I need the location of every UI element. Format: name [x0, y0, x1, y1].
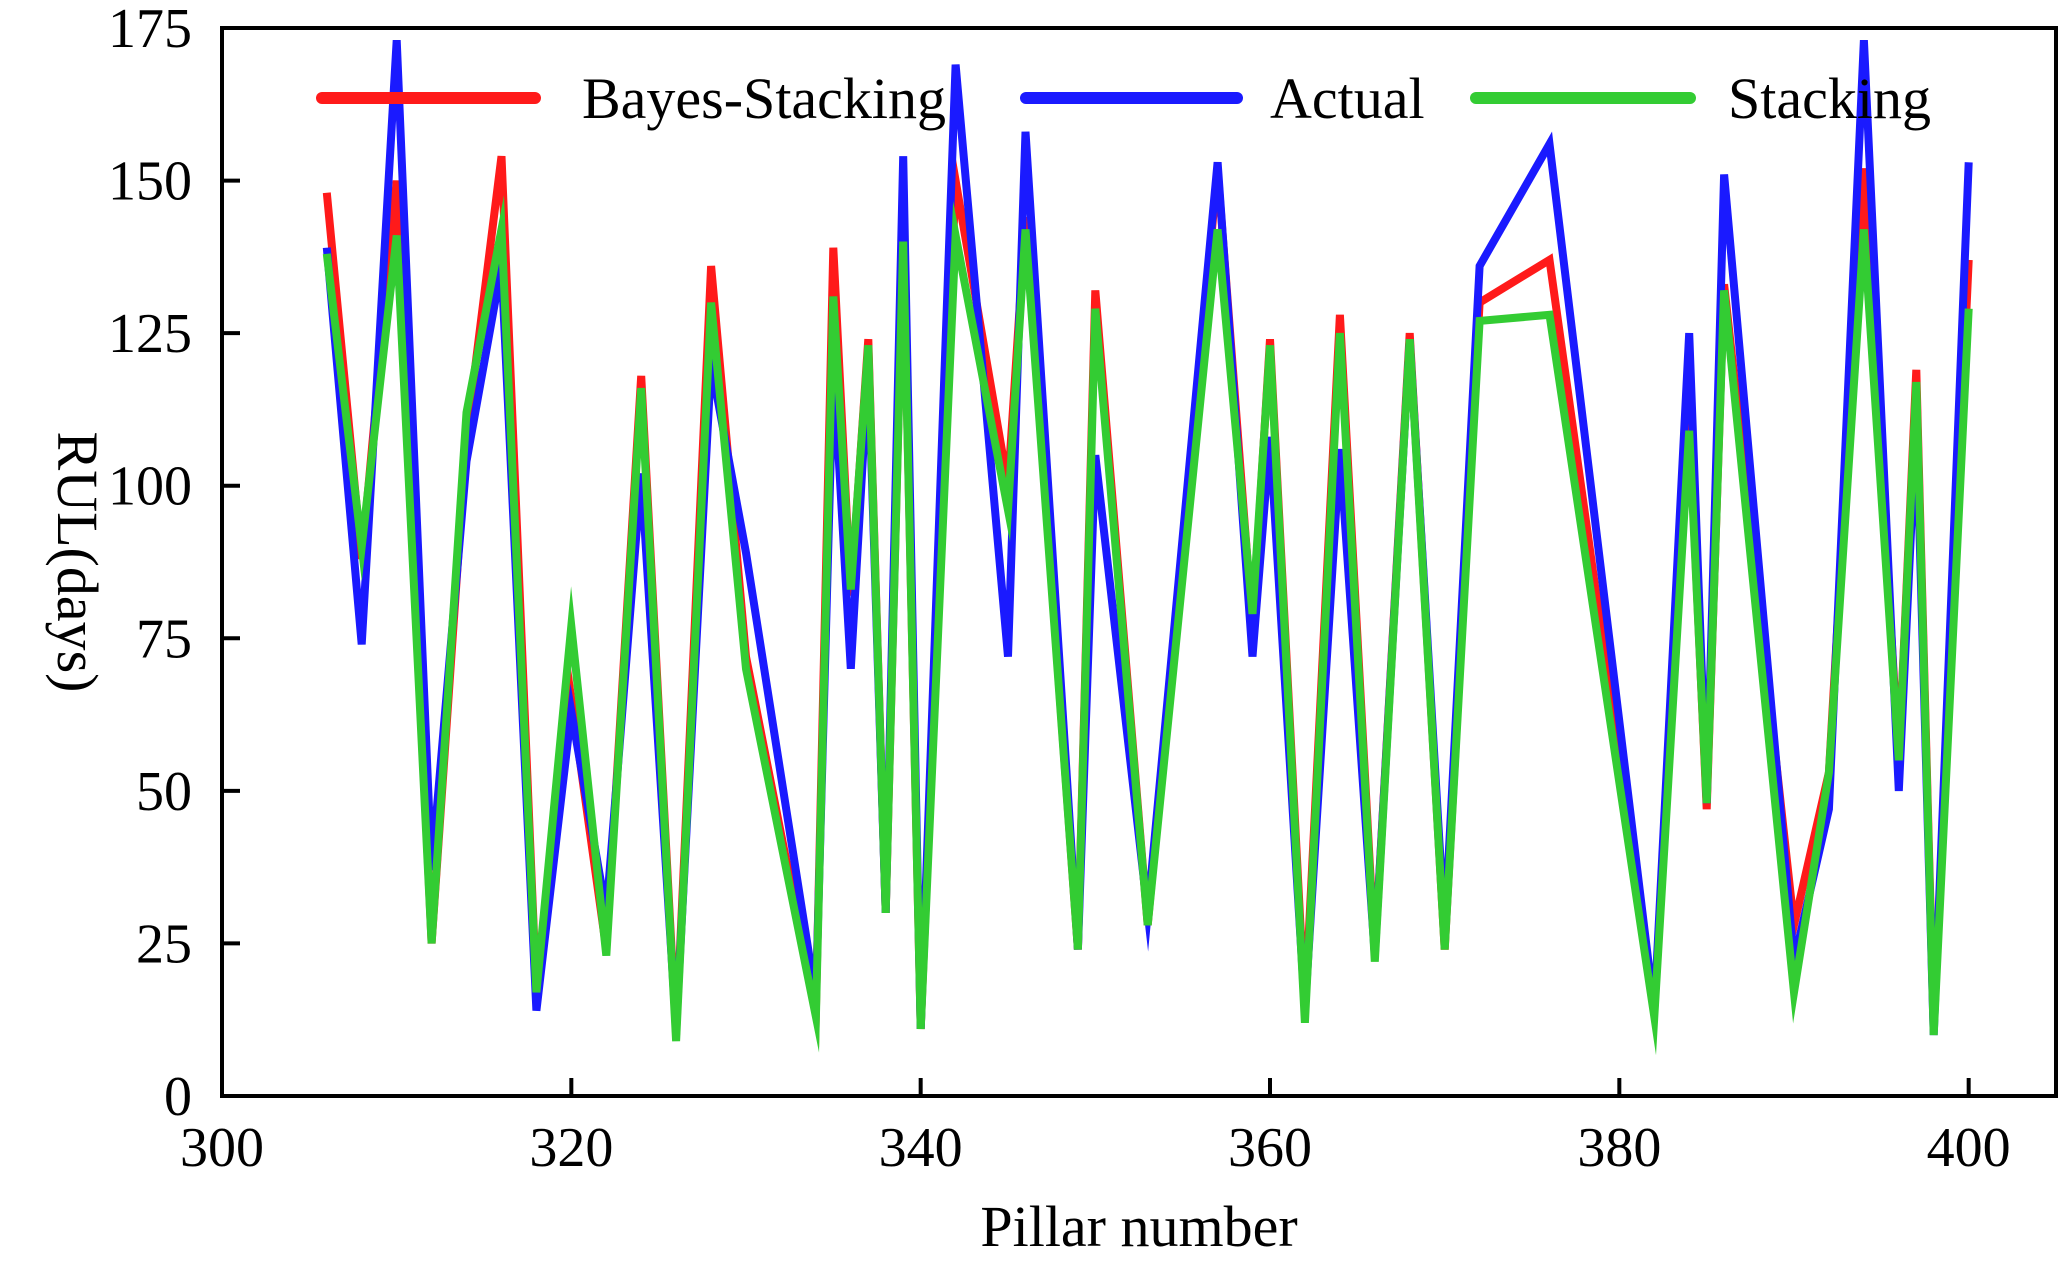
y-tick-label: 100	[108, 456, 192, 518]
x-tick-label: 300	[180, 1117, 264, 1179]
y-tick-label: 0	[164, 1066, 192, 1128]
x-tick-label: 320	[529, 1117, 613, 1179]
y-tick-label: 75	[136, 608, 192, 670]
plot-frame	[220, 26, 2058, 1098]
y-tick-label: 50	[136, 761, 192, 823]
legend-label-bayes-stacking: Bayes-Stacking	[582, 66, 946, 131]
y-tick-label: 25	[136, 913, 192, 975]
x-tick-label: 400	[1927, 1117, 2011, 1179]
axis-layer: 300 320 340 360 380 400 0 25 50 75 100 125 150 175	[108, 0, 2011, 1179]
series-layer	[322, 39, 1973, 1056]
x-axis-title: Pillar number	[980, 1194, 1297, 1259]
legend-label-stacking: Stacking	[1728, 66, 1931, 131]
y-tick-label: 150	[108, 151, 192, 213]
y-tick-label: 125	[108, 303, 192, 365]
legend-label-actual: Actual	[1270, 66, 1425, 131]
x-tick-label: 340	[879, 1117, 963, 1179]
legend: Bayes-Stacking Actual Stacking	[316, 66, 1931, 131]
x-tick-label: 360	[1228, 1117, 1312, 1179]
y-axis-title: RUL(days)	[45, 432, 110, 693]
series-line-stacking	[322, 195, 1973, 1056]
y-tick-label: 175	[108, 0, 192, 60]
x-tick-label: 380	[1577, 1117, 1661, 1179]
